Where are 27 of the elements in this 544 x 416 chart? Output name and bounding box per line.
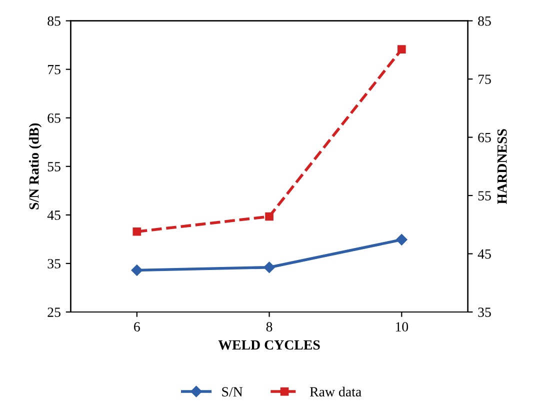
x-tick-label: 10	[396, 322, 408, 332]
point	[265, 212, 274, 221]
y2-tick-label: 85	[478, 16, 491, 26]
point	[264, 262, 275, 273]
point	[131, 264, 143, 276]
legend-label: Raw data	[310, 386, 362, 397]
y2-tick-label: 65	[478, 132, 491, 142]
y2-tick-label: 45	[478, 249, 491, 259]
y-tick-label: 75	[48, 65, 60, 74]
y2-tick-label: 75	[478, 74, 491, 84]
y-tick-label: 35	[48, 259, 60, 268]
y-tick-label: 65	[48, 113, 60, 123]
x-tick-label: 6	[134, 322, 140, 332]
point	[132, 227, 142, 236]
y-tick-label: 55	[48, 162, 60, 172]
y-tick-label: 25	[48, 308, 60, 317]
point	[396, 234, 408, 246]
point	[397, 45, 406, 54]
x-axis-title: WELD CYCLES	[218, 340, 320, 350]
x-tick-label: 8	[266, 322, 272, 332]
legend-label: S/N	[222, 387, 243, 397]
y-tick-label: 85	[48, 16, 60, 26]
y2-axis-title: HARDNESS	[497, 129, 507, 204]
y2-tick-label: 35	[478, 308, 491, 317]
y-tick-label: 45	[47, 210, 60, 220]
y2-tick-label: 55	[478, 191, 491, 200]
y-axis-title: S/N Ratio (dB)	[28, 123, 42, 210]
